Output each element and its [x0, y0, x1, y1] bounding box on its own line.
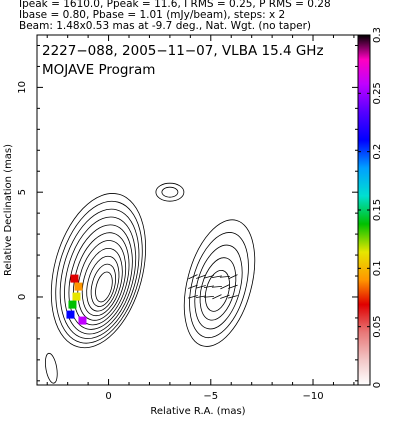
- polarization-pixel: [74, 282, 83, 291]
- polarization-pixel: [72, 292, 81, 301]
- colorbar-tick-label: 0.25: [372, 82, 383, 104]
- colorbar-ticks: 0 0.05 0.1 0.15 0.2 0.25 0.3: [358, 27, 383, 388]
- evpa-vector: [227, 295, 238, 299]
- polarization-contour: [183, 219, 256, 347]
- evpa-vector: [187, 295, 198, 299]
- evpa-vector: [203, 285, 214, 289]
- header-line-2: Ibase = 0.80, Pbase = 1.01 (mJy/beam), s…: [19, 9, 286, 21]
- evpa-vectors: [187, 274, 238, 300]
- colorbar-tick-label: 0: [372, 382, 383, 388]
- jet-contour: [161, 186, 179, 198]
- evpa-vector: [212, 294, 222, 300]
- stokes-i-contour: [68, 224, 133, 330]
- stokes-i-contour: [81, 248, 123, 317]
- colorbar-tick-label: 0.2: [372, 144, 383, 160]
- stokes-i-contour: [90, 263, 117, 307]
- evpa-vector: [211, 275, 222, 279]
- polarization-pixel: [66, 310, 75, 319]
- stokes-i-contour: [55, 200, 143, 344]
- map-title: 2227−088, 2005−11−07, VLBA 15.4 GHz: [42, 43, 324, 59]
- polarization-contour: [204, 269, 230, 312]
- contour-layer: [50, 182, 256, 349]
- evpa-vector: [188, 274, 198, 280]
- evpa-vector: [220, 284, 230, 290]
- x-tick-label: 0: [105, 391, 111, 402]
- colorbar-tick-label: 0.1: [372, 260, 383, 276]
- stokes-i-contour: [50, 193, 147, 349]
- evpa-vector: [228, 284, 238, 289]
- map-subtitle: MOJAVE Program: [42, 62, 155, 78]
- x-axis-label: Relative R.A. (mas): [150, 406, 245, 417]
- beam-ellipse-shape: [44, 352, 58, 384]
- y-axis-ticks: 0 5 10: [17, 44, 358, 382]
- evpa-vector: [196, 274, 206, 279]
- stokes-i-contour: [73, 232, 130, 326]
- y-axis-label: Relative Declination (mas): [3, 144, 14, 276]
- colorbar-tick-label: 0.05: [372, 316, 383, 338]
- evpa-vector: [203, 295, 214, 298]
- evpa-vector: [211, 285, 222, 288]
- x-axis-ticks: 0 −5 −10: [46, 35, 355, 402]
- jet-contour: [155, 182, 185, 202]
- header-line-3: Beam: 1.48x0.53 mas at -9.7 deg., Nat. W…: [19, 20, 312, 32]
- beam-ellipse: [44, 352, 58, 384]
- polarization-contour: [199, 257, 237, 321]
- polarization-fill-layer: [66, 274, 87, 325]
- colorbar-tick-label: 0.3: [372, 27, 383, 43]
- polarization-contour: [189, 232, 249, 339]
- evpa-vector: [228, 274, 238, 280]
- y-tick-label: 10: [17, 81, 28, 94]
- y-tick-label: 5: [17, 189, 28, 195]
- colorbar-tick-label: 0.15: [372, 199, 383, 221]
- polarization-pixel: [70, 274, 79, 283]
- evpa-vector: [203, 275, 214, 279]
- x-tick-label: −10: [302, 391, 323, 402]
- x-tick-label: −5: [203, 391, 218, 402]
- stokes-i-contour: [64, 216, 137, 335]
- polarization-contour: [194, 244, 243, 330]
- evpa-vector: [188, 284, 198, 289]
- evpa-vector: [219, 275, 230, 278]
- stokes-i-contour: [59, 208, 140, 339]
- stokes-i-contour: [95, 271, 113, 303]
- evpa-vector: [220, 294, 230, 299]
- header-line-1: Ipeak = 1610.0, Ppeak = 11.6, I RMS = 0.…: [19, 0, 331, 10]
- evpa-vector: [195, 295, 206, 299]
- polarization-pixel: [68, 300, 77, 309]
- polarization-pixel: [78, 316, 87, 325]
- stokes-i-contour: [86, 255, 120, 312]
- evpa-vector: [195, 285, 206, 289]
- y-tick-label: 0: [17, 294, 28, 300]
- stokes-i-contour: [77, 240, 127, 321]
